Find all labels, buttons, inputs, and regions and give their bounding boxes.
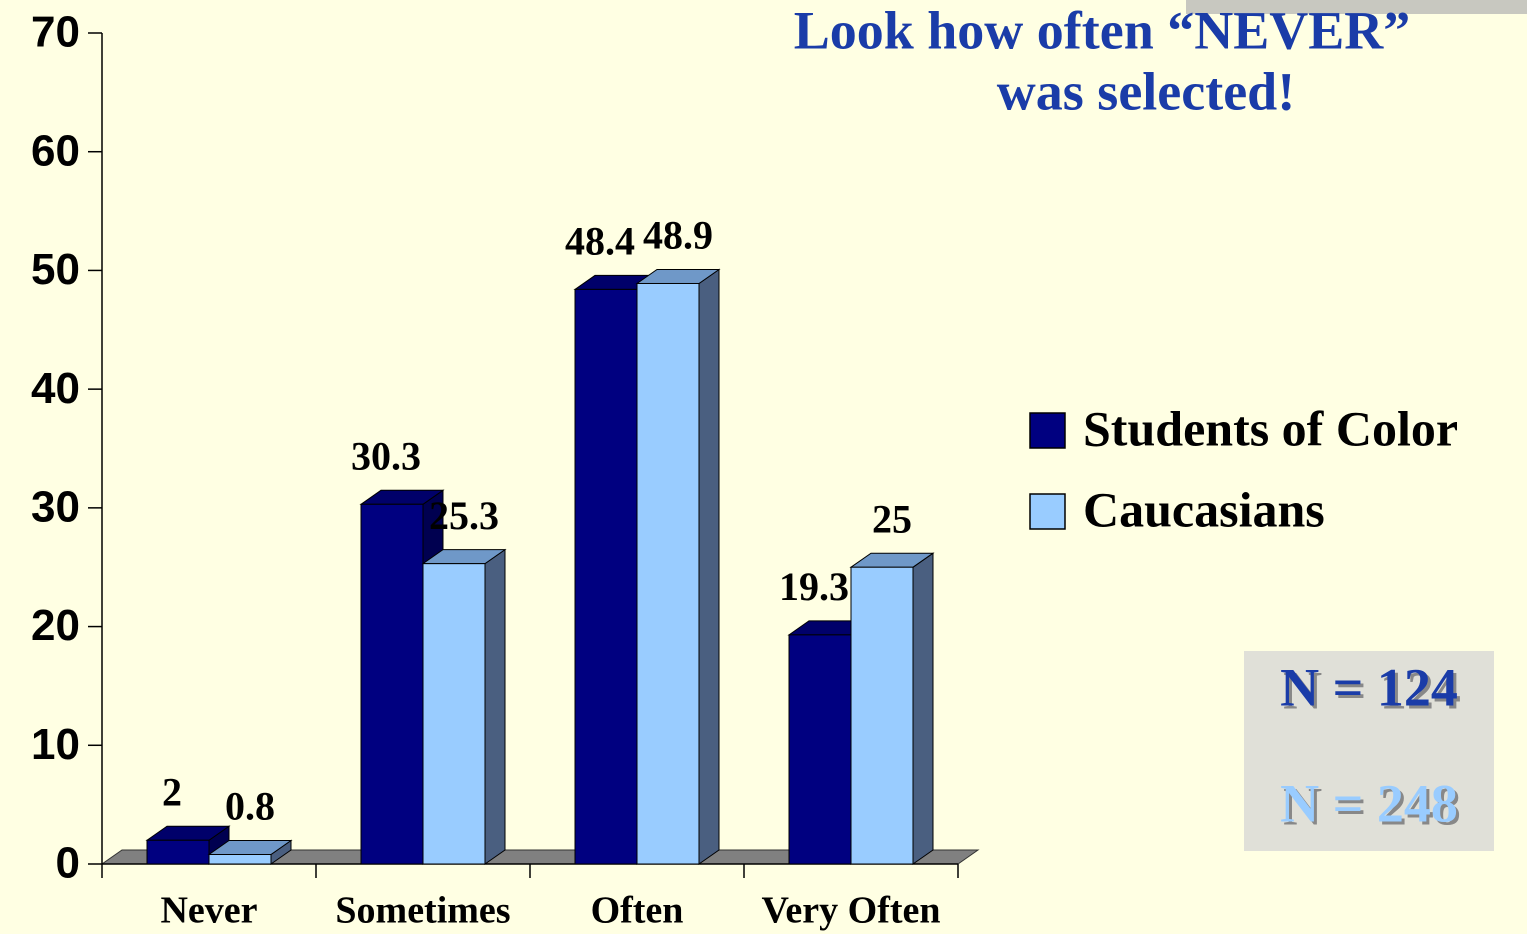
y-tick-label: 10	[31, 720, 80, 769]
y-tick-label: 30	[31, 482, 80, 531]
bar	[146, 839, 210, 865]
bar	[788, 634, 852, 865]
y-tick-label: 0	[56, 839, 80, 888]
corner-tab	[1186, 0, 1527, 14]
n-box	[1244, 651, 1494, 851]
chart-title: was selected!	[997, 61, 1295, 121]
x-tick-label: Sometimes	[335, 890, 510, 932]
legend-label: Students of Color	[1083, 400, 1458, 456]
data-label: 25	[872, 496, 912, 541]
bar	[208, 854, 272, 865]
chart-title: Look how often “NEVER”	[794, 0, 1411, 60]
data-label: 19.3	[779, 564, 849, 609]
x-tick-label: Never	[160, 890, 257, 932]
bar-side	[912, 552, 934, 865]
bar	[422, 563, 486, 865]
y-tick-label: 60	[31, 126, 80, 175]
annotation-shadow: N = 124	[1283, 660, 1461, 720]
x-tick-label: Often	[591, 890, 684, 932]
x-tick-label: Very Often	[761, 890, 940, 932]
legend-swatch	[1029, 412, 1066, 449]
y-tick-label: 20	[31, 601, 80, 650]
y-tick-label: 50	[31, 245, 80, 294]
data-label: 0.8	[225, 784, 275, 829]
bar	[850, 566, 914, 865]
data-label: 30.3	[351, 433, 421, 478]
data-label: 48.9	[643, 213, 713, 258]
bar-side	[484, 548, 506, 865]
data-label: 2	[162, 769, 182, 814]
data-label: 25.3	[429, 493, 499, 538]
bar	[360, 503, 424, 865]
legend-swatch	[1029, 493, 1066, 530]
bar-side	[698, 268, 720, 865]
annotation: N = 248	[1280, 773, 1458, 833]
bar	[574, 288, 638, 865]
y-tick-label: 40	[31, 364, 80, 413]
bar	[636, 282, 700, 865]
y-tick-label: 70	[31, 8, 80, 57]
annotation: N = 124	[1280, 657, 1458, 717]
annotation-shadow: N = 248	[1283, 776, 1461, 836]
data-label: 48.4	[565, 219, 635, 264]
legend-label: Caucasians	[1083, 481, 1325, 537]
